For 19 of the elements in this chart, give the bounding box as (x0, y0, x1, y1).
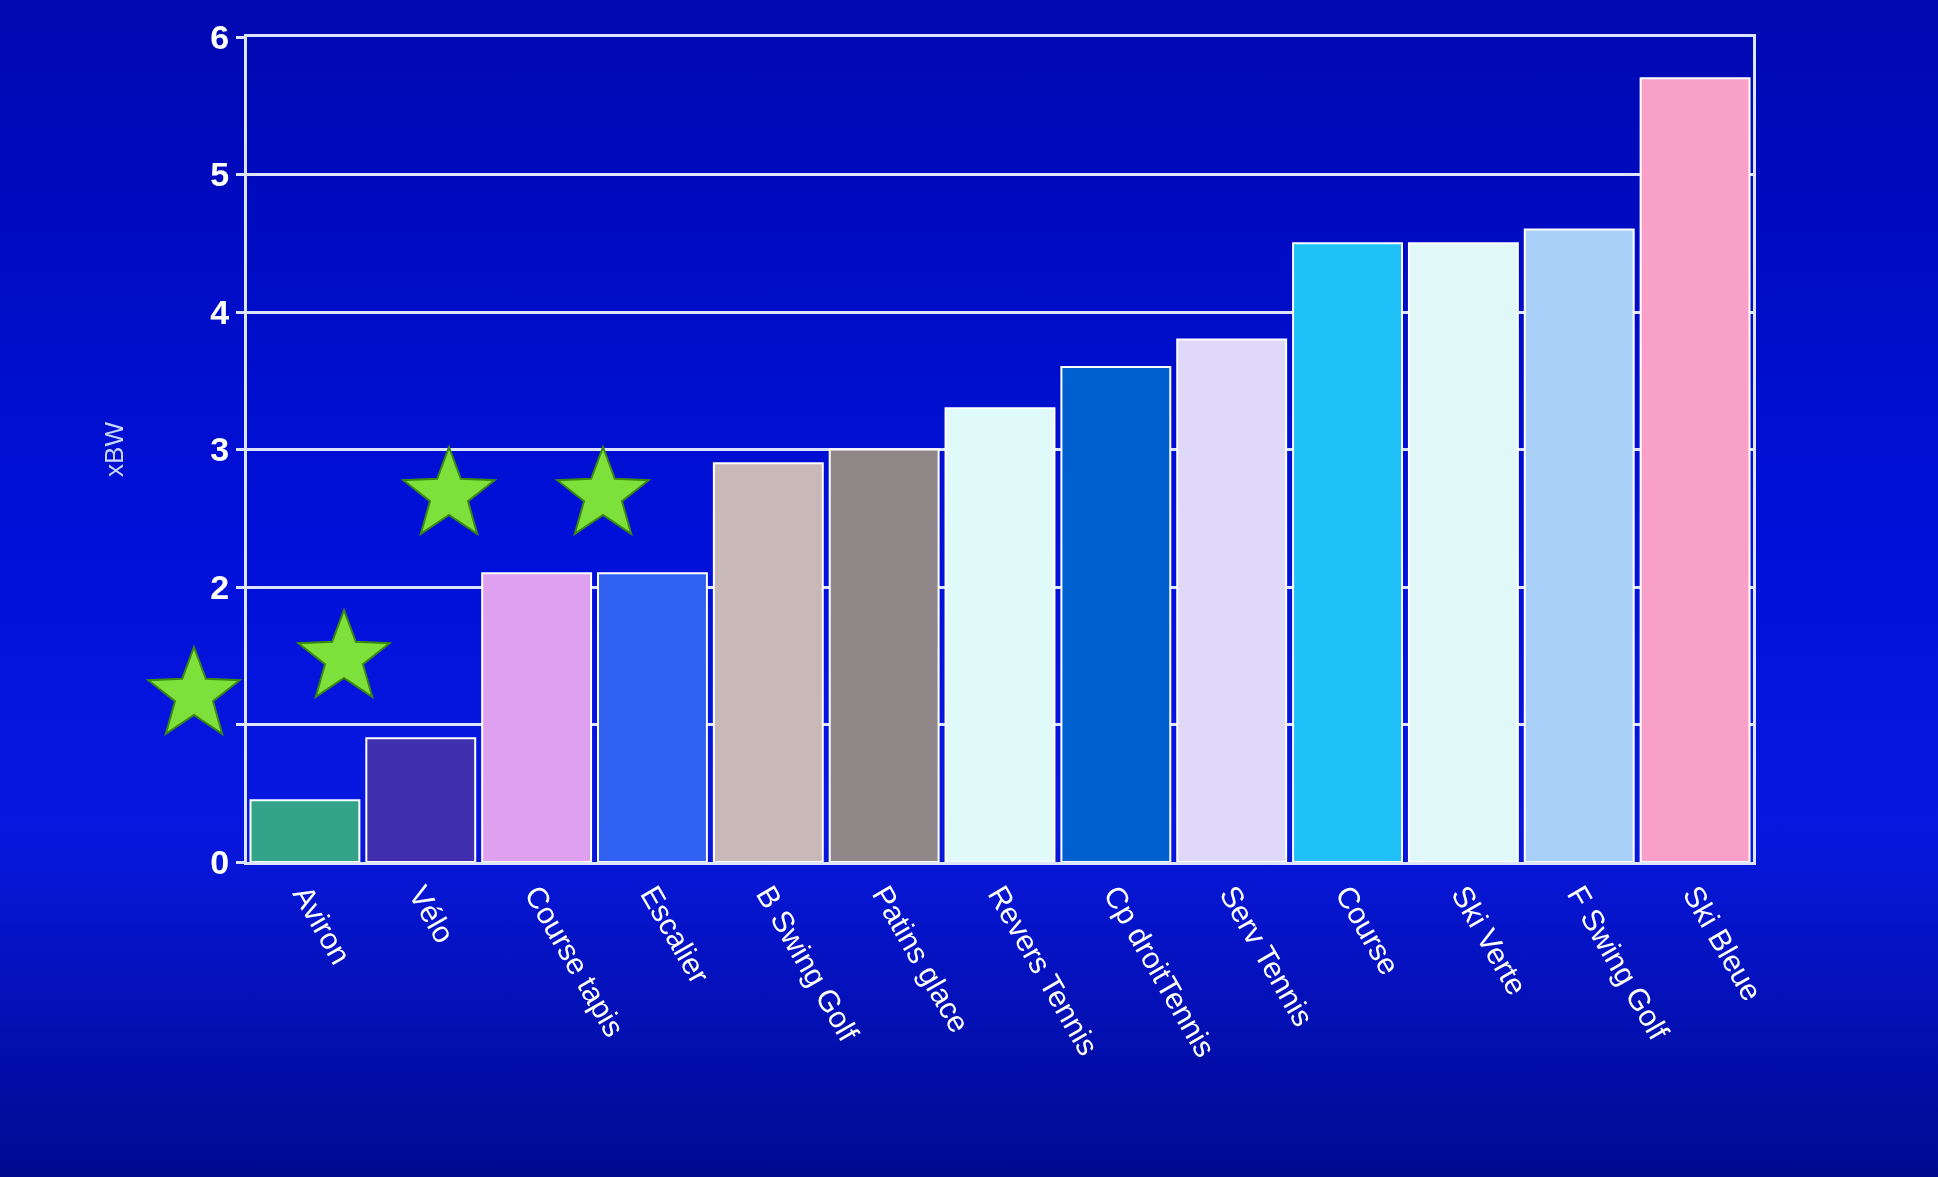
bar (249, 799, 361, 862)
bar (944, 407, 1056, 862)
y-tick-label: 4 (210, 292, 230, 331)
bar (597, 572, 708, 862)
y-tick-label: 3 (210, 430, 230, 469)
y-axis-title: xBW (98, 421, 129, 477)
bar (1292, 242, 1403, 862)
y-tick-label: 6 (210, 17, 230, 56)
bar (1639, 77, 1751, 862)
bar (1060, 366, 1172, 862)
y-tick-label: 5 (210, 155, 230, 194)
y-tick-label: 2 (210, 567, 230, 606)
bar (712, 462, 824, 862)
y-tick-label: 0 (210, 842, 230, 881)
bar (1407, 242, 1519, 862)
bar (1523, 228, 1635, 862)
bar (365, 737, 477, 862)
bar (481, 572, 593, 862)
bar (828, 448, 940, 862)
